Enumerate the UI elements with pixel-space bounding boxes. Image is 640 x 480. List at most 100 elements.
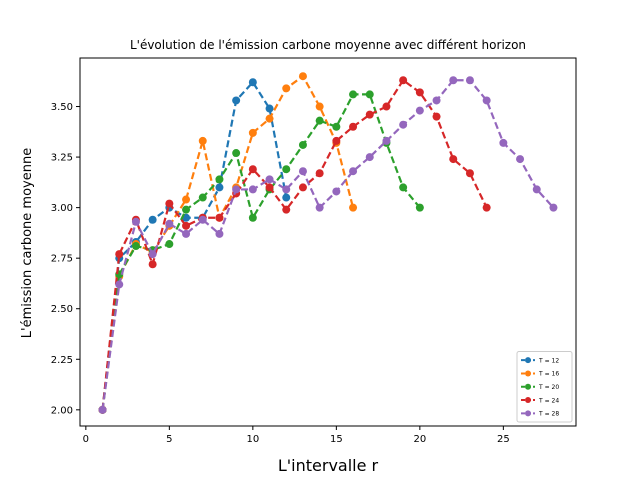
data-point bbox=[232, 149, 241, 158]
data-point bbox=[282, 84, 291, 93]
data-point bbox=[432, 112, 441, 121]
data-point bbox=[315, 102, 324, 111]
data-point bbox=[315, 203, 324, 212]
data-point bbox=[349, 167, 358, 176]
y-tick-label: 2.00 bbox=[51, 405, 73, 416]
legend-label: T = 24 bbox=[538, 397, 559, 404]
y-axis-label: L'émission carbone moyenne bbox=[20, 148, 35, 338]
legend-swatch-marker bbox=[525, 370, 531, 377]
data-point bbox=[415, 106, 424, 115]
axes-frame bbox=[79, 57, 577, 427]
legend: T = 12 T = 16 T = 20 T = 24 T = 28 bbox=[516, 351, 573, 423]
data-point bbox=[399, 183, 408, 192]
x-axis: 0 5 10 15 20 25 bbox=[83, 426, 510, 445]
data-point bbox=[399, 120, 408, 129]
data-point bbox=[182, 205, 191, 214]
data-point bbox=[315, 116, 324, 125]
data-point bbox=[148, 215, 157, 224]
data-point bbox=[298, 183, 307, 192]
x-tick-label: 25 bbox=[497, 434, 510, 445]
x-tick-label: 10 bbox=[246, 434, 259, 445]
y-tick-label: 2.75 bbox=[51, 254, 73, 265]
y-axis: 2.00 2.25 2.50 2.75 3.00 3.25 3.50 bbox=[51, 102, 80, 416]
data-point bbox=[415, 203, 424, 212]
legend-label: T = 28 bbox=[538, 411, 559, 418]
data-point bbox=[382, 136, 391, 145]
data-point bbox=[148, 250, 157, 259]
data-point bbox=[215, 183, 224, 192]
x-tick-label: 20 bbox=[413, 434, 426, 445]
data-point bbox=[98, 405, 107, 414]
data-point bbox=[365, 110, 374, 119]
data-point bbox=[282, 185, 291, 194]
data-point bbox=[198, 215, 207, 224]
data-point bbox=[148, 260, 157, 269]
x-tick-label: 0 bbox=[83, 434, 89, 445]
data-point bbox=[365, 90, 374, 99]
series-line bbox=[101, 75, 355, 410]
data-point bbox=[449, 76, 458, 85]
y-tick-label: 2.25 bbox=[51, 355, 73, 366]
data-point bbox=[399, 76, 408, 85]
data-point bbox=[215, 175, 224, 184]
data-point bbox=[248, 128, 257, 137]
data-point bbox=[115, 280, 124, 289]
data-point bbox=[282, 193, 291, 202]
legend-item: T = 16 bbox=[521, 370, 559, 378]
legend-item: T = 28 bbox=[521, 410, 559, 418]
data-point bbox=[248, 78, 257, 87]
data-point bbox=[265, 183, 274, 192]
legend-box bbox=[516, 351, 573, 423]
series-line bbox=[101, 79, 555, 410]
y-tick-label: 3.50 bbox=[51, 102, 73, 113]
series-line bbox=[101, 79, 488, 410]
data-point bbox=[332, 136, 341, 145]
data-point bbox=[315, 169, 324, 178]
data-point bbox=[182, 221, 191, 230]
data-point bbox=[449, 155, 458, 164]
series-t-28 bbox=[98, 76, 558, 414]
data-point bbox=[499, 138, 508, 147]
data-point bbox=[248, 165, 257, 174]
legend-swatch-marker bbox=[525, 410, 531, 417]
y-tick-label: 2.50 bbox=[51, 304, 73, 315]
series-layer bbox=[98, 72, 558, 414]
data-point bbox=[332, 187, 341, 196]
data-point bbox=[415, 88, 424, 97]
legend-item: T = 24 bbox=[521, 397, 559, 404]
data-point bbox=[215, 213, 224, 222]
x-tick-label: 5 bbox=[166, 434, 172, 445]
data-point bbox=[549, 203, 558, 212]
data-point bbox=[298, 72, 307, 81]
data-point bbox=[265, 104, 274, 113]
data-point bbox=[349, 122, 358, 131]
data-point bbox=[182, 195, 191, 204]
data-point bbox=[516, 155, 525, 164]
data-point bbox=[265, 175, 274, 184]
series-t-24 bbox=[98, 76, 491, 414]
data-point bbox=[349, 90, 358, 99]
data-point bbox=[282, 165, 291, 174]
legend-label: T = 12 bbox=[538, 357, 559, 364]
legend-swatch-marker bbox=[525, 357, 531, 364]
data-point bbox=[165, 219, 174, 228]
legend-swatch-marker bbox=[525, 397, 531, 404]
data-point bbox=[282, 205, 291, 214]
y-tick-label: 3.25 bbox=[51, 153, 73, 164]
data-point bbox=[165, 199, 174, 208]
data-point bbox=[349, 203, 358, 212]
data-point bbox=[482, 96, 491, 105]
legend-label: T = 16 bbox=[538, 371, 559, 378]
data-point bbox=[182, 229, 191, 238]
data-point bbox=[465, 76, 474, 85]
data-point bbox=[532, 185, 541, 194]
y-tick-label: 3.00 bbox=[51, 203, 73, 214]
legend-item: T = 20 bbox=[521, 383, 559, 391]
data-point bbox=[131, 217, 140, 226]
data-point bbox=[248, 213, 257, 222]
data-point bbox=[215, 229, 224, 238]
data-point bbox=[165, 240, 174, 249]
data-point bbox=[248, 185, 257, 194]
data-point bbox=[232, 96, 241, 105]
